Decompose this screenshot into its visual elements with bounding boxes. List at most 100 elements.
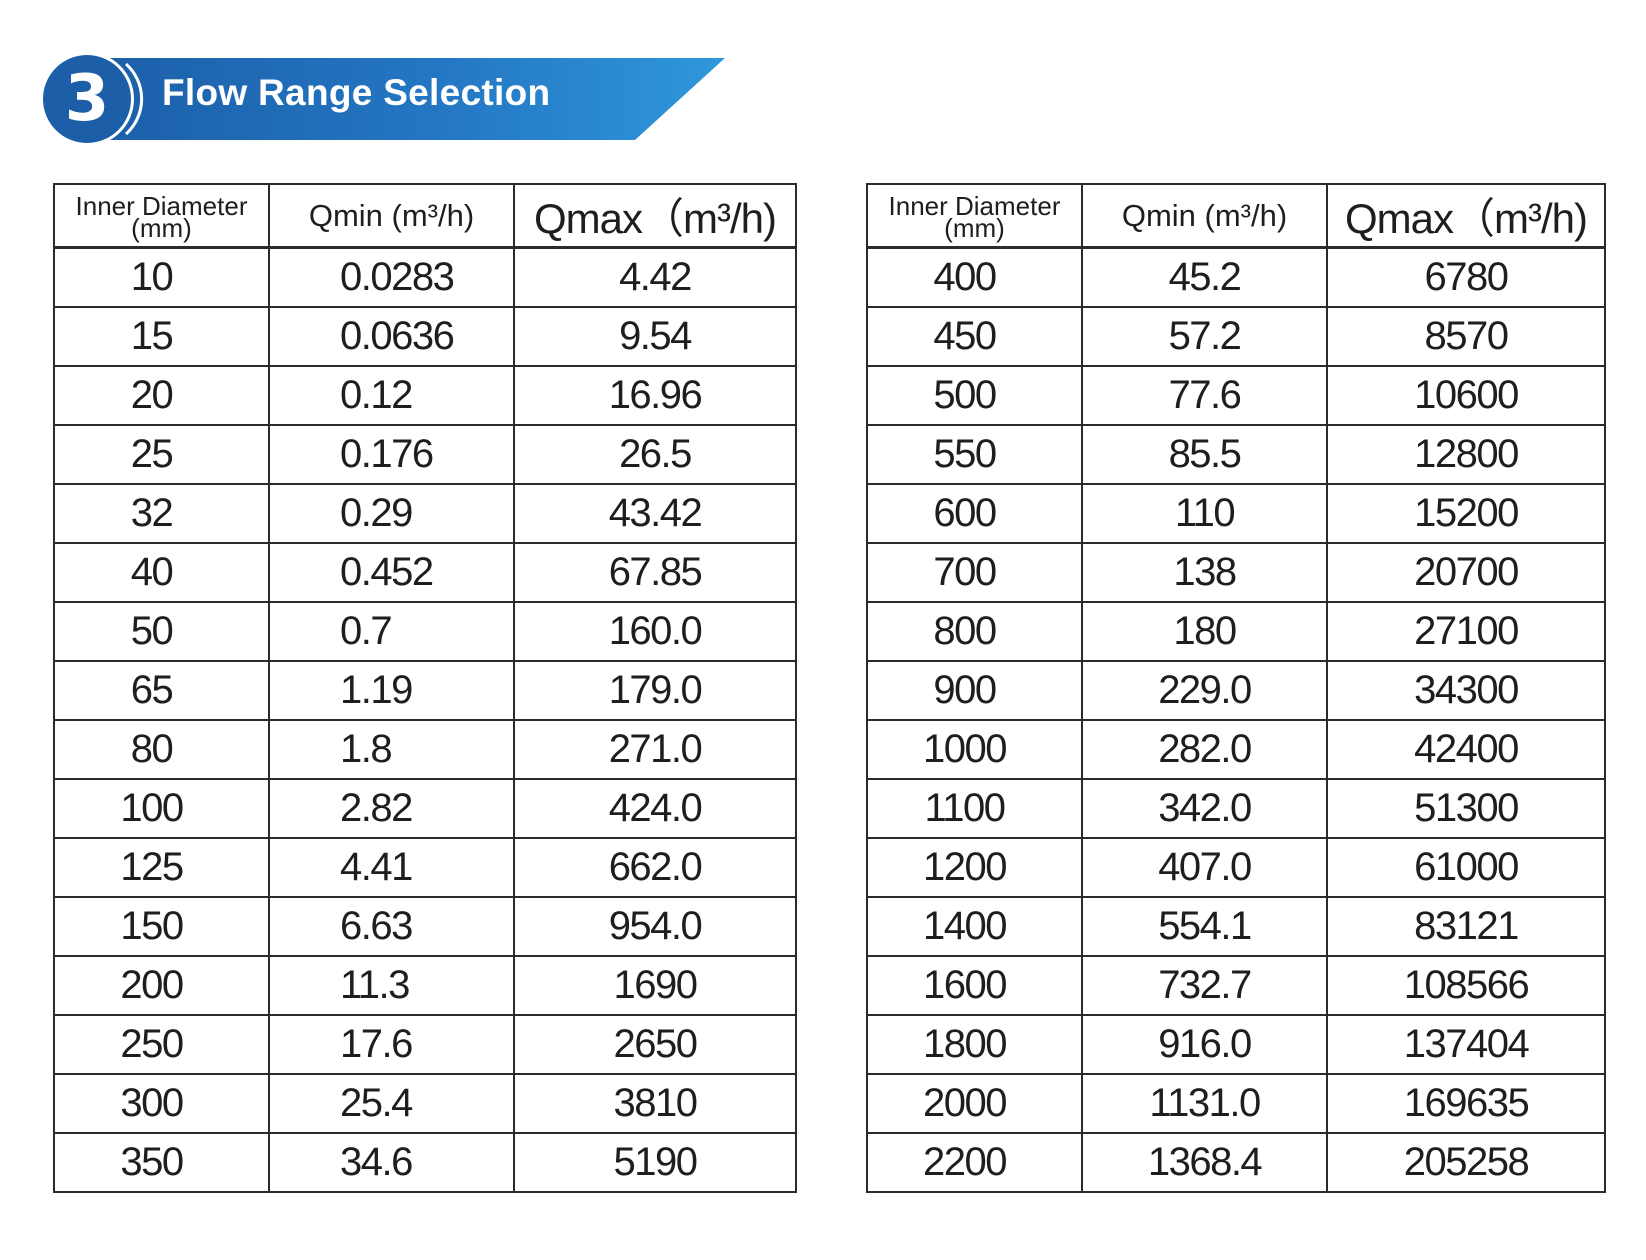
header-qmin: Qmin (m³/h) [268, 183, 515, 249]
section-banner: 3 Flow Range Selection [40, 52, 730, 146]
banner-shape [40, 52, 725, 146]
cell-qmax: 954.0 [513, 896, 797, 957]
cell-qmax: 83121 [1326, 896, 1606, 957]
table-row: 700 138 20700 [866, 542, 1606, 603]
table-row: 80 1.8 271.0 [53, 719, 797, 780]
flow-range-table-left: Inner Diameter (mm) Qmin (m³/h) Qmax（m³/… [53, 183, 797, 1193]
table-row: 2000 1131.0 169635 [866, 1073, 1606, 1134]
cell-inner-diameter: 200 [53, 955, 270, 1016]
cell-inner-diameter: 1400 [866, 896, 1083, 957]
cell-qmin: 732.7 [1081, 955, 1328, 1016]
cell-qmin: 1.8 [268, 719, 515, 780]
header-qmax: Qmax（m³/h) [1326, 183, 1606, 249]
header-inner-diameter-unit: (mm) [944, 212, 1005, 243]
table-row: 600 110 15200 [866, 483, 1606, 544]
table-row: 900 229.0 34300 [866, 660, 1606, 721]
table-row: 1200 407.0 61000 [866, 837, 1606, 898]
table-row: 100 2.82 424.0 [53, 778, 797, 839]
cell-qmin: 110 [1081, 483, 1328, 544]
cell-qmin: 0.0283 [268, 246, 515, 308]
cell-inner-diameter: 65 [53, 660, 270, 721]
cell-qmax: 137404 [1326, 1014, 1606, 1075]
cell-qmax: 5190 [513, 1132, 797, 1193]
header-inner-diameter-unit: (mm) [131, 212, 192, 243]
cell-qmin: 407.0 [1081, 837, 1328, 898]
cell-inner-diameter: 700 [866, 542, 1083, 603]
cell-qmin: 85.5 [1081, 424, 1328, 485]
cell-qmax: 26.5 [513, 424, 797, 485]
table-row: 200 11.3 1690 [53, 955, 797, 1016]
table-row: 500 77.6 10600 [866, 365, 1606, 426]
cell-qmin: 57.2 [1081, 306, 1328, 367]
cell-qmax: 1690 [513, 955, 797, 1016]
cell-qmin: 282.0 [1081, 719, 1328, 780]
cell-qmin: 0.176 [268, 424, 515, 485]
cell-qmin: 1368.4 [1081, 1132, 1328, 1193]
table-row: 1000 282.0 42400 [866, 719, 1606, 780]
cell-inner-diameter: 1200 [866, 837, 1083, 898]
cell-inner-diameter: 250 [53, 1014, 270, 1075]
section-number: 3 [64, 62, 110, 136]
cell-inner-diameter: 1100 [866, 778, 1083, 839]
table-row: 300 25.4 3810 [53, 1073, 797, 1134]
section-title: Flow Range Selection [162, 72, 551, 113]
table-row: 1400 554.1 83121 [866, 896, 1606, 957]
cell-qmax: 424.0 [513, 778, 797, 839]
cell-qmin: 0.29 [268, 483, 515, 544]
cell-inner-diameter: 80 [53, 719, 270, 780]
table-row: 250 17.6 2650 [53, 1014, 797, 1075]
cell-qmax: 51300 [1326, 778, 1606, 839]
cell-qmin: 180 [1081, 601, 1328, 662]
cell-qmin: 554.1 [1081, 896, 1328, 957]
table-row: 450 57.2 8570 [866, 306, 1606, 367]
table-row: 350 34.6 5190 [53, 1132, 797, 1193]
cell-inner-diameter: 300 [53, 1073, 270, 1134]
cell-inner-diameter: 25 [53, 424, 270, 485]
cell-qmin: 229.0 [1081, 660, 1328, 721]
cell-qmin: 0.452 [268, 542, 515, 603]
cell-inner-diameter: 1000 [866, 719, 1083, 780]
cell-inner-diameter: 400 [866, 246, 1083, 308]
cell-qmin: 34.6 [268, 1132, 515, 1193]
cell-qmax: 42400 [1326, 719, 1606, 780]
cell-inner-diameter: 150 [53, 896, 270, 957]
table-row: 20 0.12 16.96 [53, 365, 797, 426]
cell-inner-diameter: 10 [53, 246, 270, 308]
cell-qmax: 3810 [513, 1073, 797, 1134]
cell-inner-diameter: 40 [53, 542, 270, 603]
cell-qmax: 2650 [513, 1014, 797, 1075]
table-body-left: 10 0.0283 4.42 15 0.0636 9.54 20 0.12 16.96 25 0.1… [53, 246, 797, 1193]
table-row: 15 0.0636 9.54 [53, 306, 797, 367]
header-inner-diameter-label: Inner Diameter [75, 190, 248, 221]
cell-inner-diameter: 100 [53, 778, 270, 839]
cell-qmin: 77.6 [1081, 365, 1328, 426]
cell-qmax: 205258 [1326, 1132, 1606, 1193]
header-inner-diameter: Inner Diameter (mm) [866, 183, 1083, 249]
cell-inner-diameter: 900 [866, 660, 1083, 721]
table-row: 550 85.5 12800 [866, 424, 1606, 485]
cell-inner-diameter: 500 [866, 365, 1083, 426]
cell-qmax: 27100 [1326, 601, 1606, 662]
cell-qmax: 4.42 [513, 246, 797, 308]
cell-qmax: 9.54 [513, 306, 797, 367]
table-body-right: 400 45.2 6780 450 57.2 8570 500 77.6 10600 550 85.… [866, 246, 1606, 1193]
cell-qmax: 15200 [1326, 483, 1606, 544]
cell-qmax: 169635 [1326, 1073, 1606, 1134]
cell-inner-diameter: 125 [53, 837, 270, 898]
header-qmin: Qmin (m³/h) [1081, 183, 1328, 249]
cell-inner-diameter: 450 [866, 306, 1083, 367]
cell-inner-diameter: 350 [53, 1132, 270, 1193]
cell-qmin: 1.19 [268, 660, 515, 721]
table-header-row: Inner Diameter (mm) Qmin (m³/h) Qmax（m³/… [53, 183, 797, 249]
table-row: 150 6.63 954.0 [53, 896, 797, 957]
cell-qmin: 17.6 [268, 1014, 515, 1075]
cell-qmin: 25.4 [268, 1073, 515, 1134]
table-row: 400 45.2 6780 [866, 246, 1606, 308]
table-row: 2200 1368.4 205258 [866, 1132, 1606, 1193]
table-row: 10 0.0283 4.42 [53, 246, 797, 308]
cell-inner-diameter: 50 [53, 601, 270, 662]
cell-qmin: 342.0 [1081, 778, 1328, 839]
cell-qmax: 16.96 [513, 365, 797, 426]
cell-inner-diameter: 20 [53, 365, 270, 426]
cell-inner-diameter: 550 [866, 424, 1083, 485]
